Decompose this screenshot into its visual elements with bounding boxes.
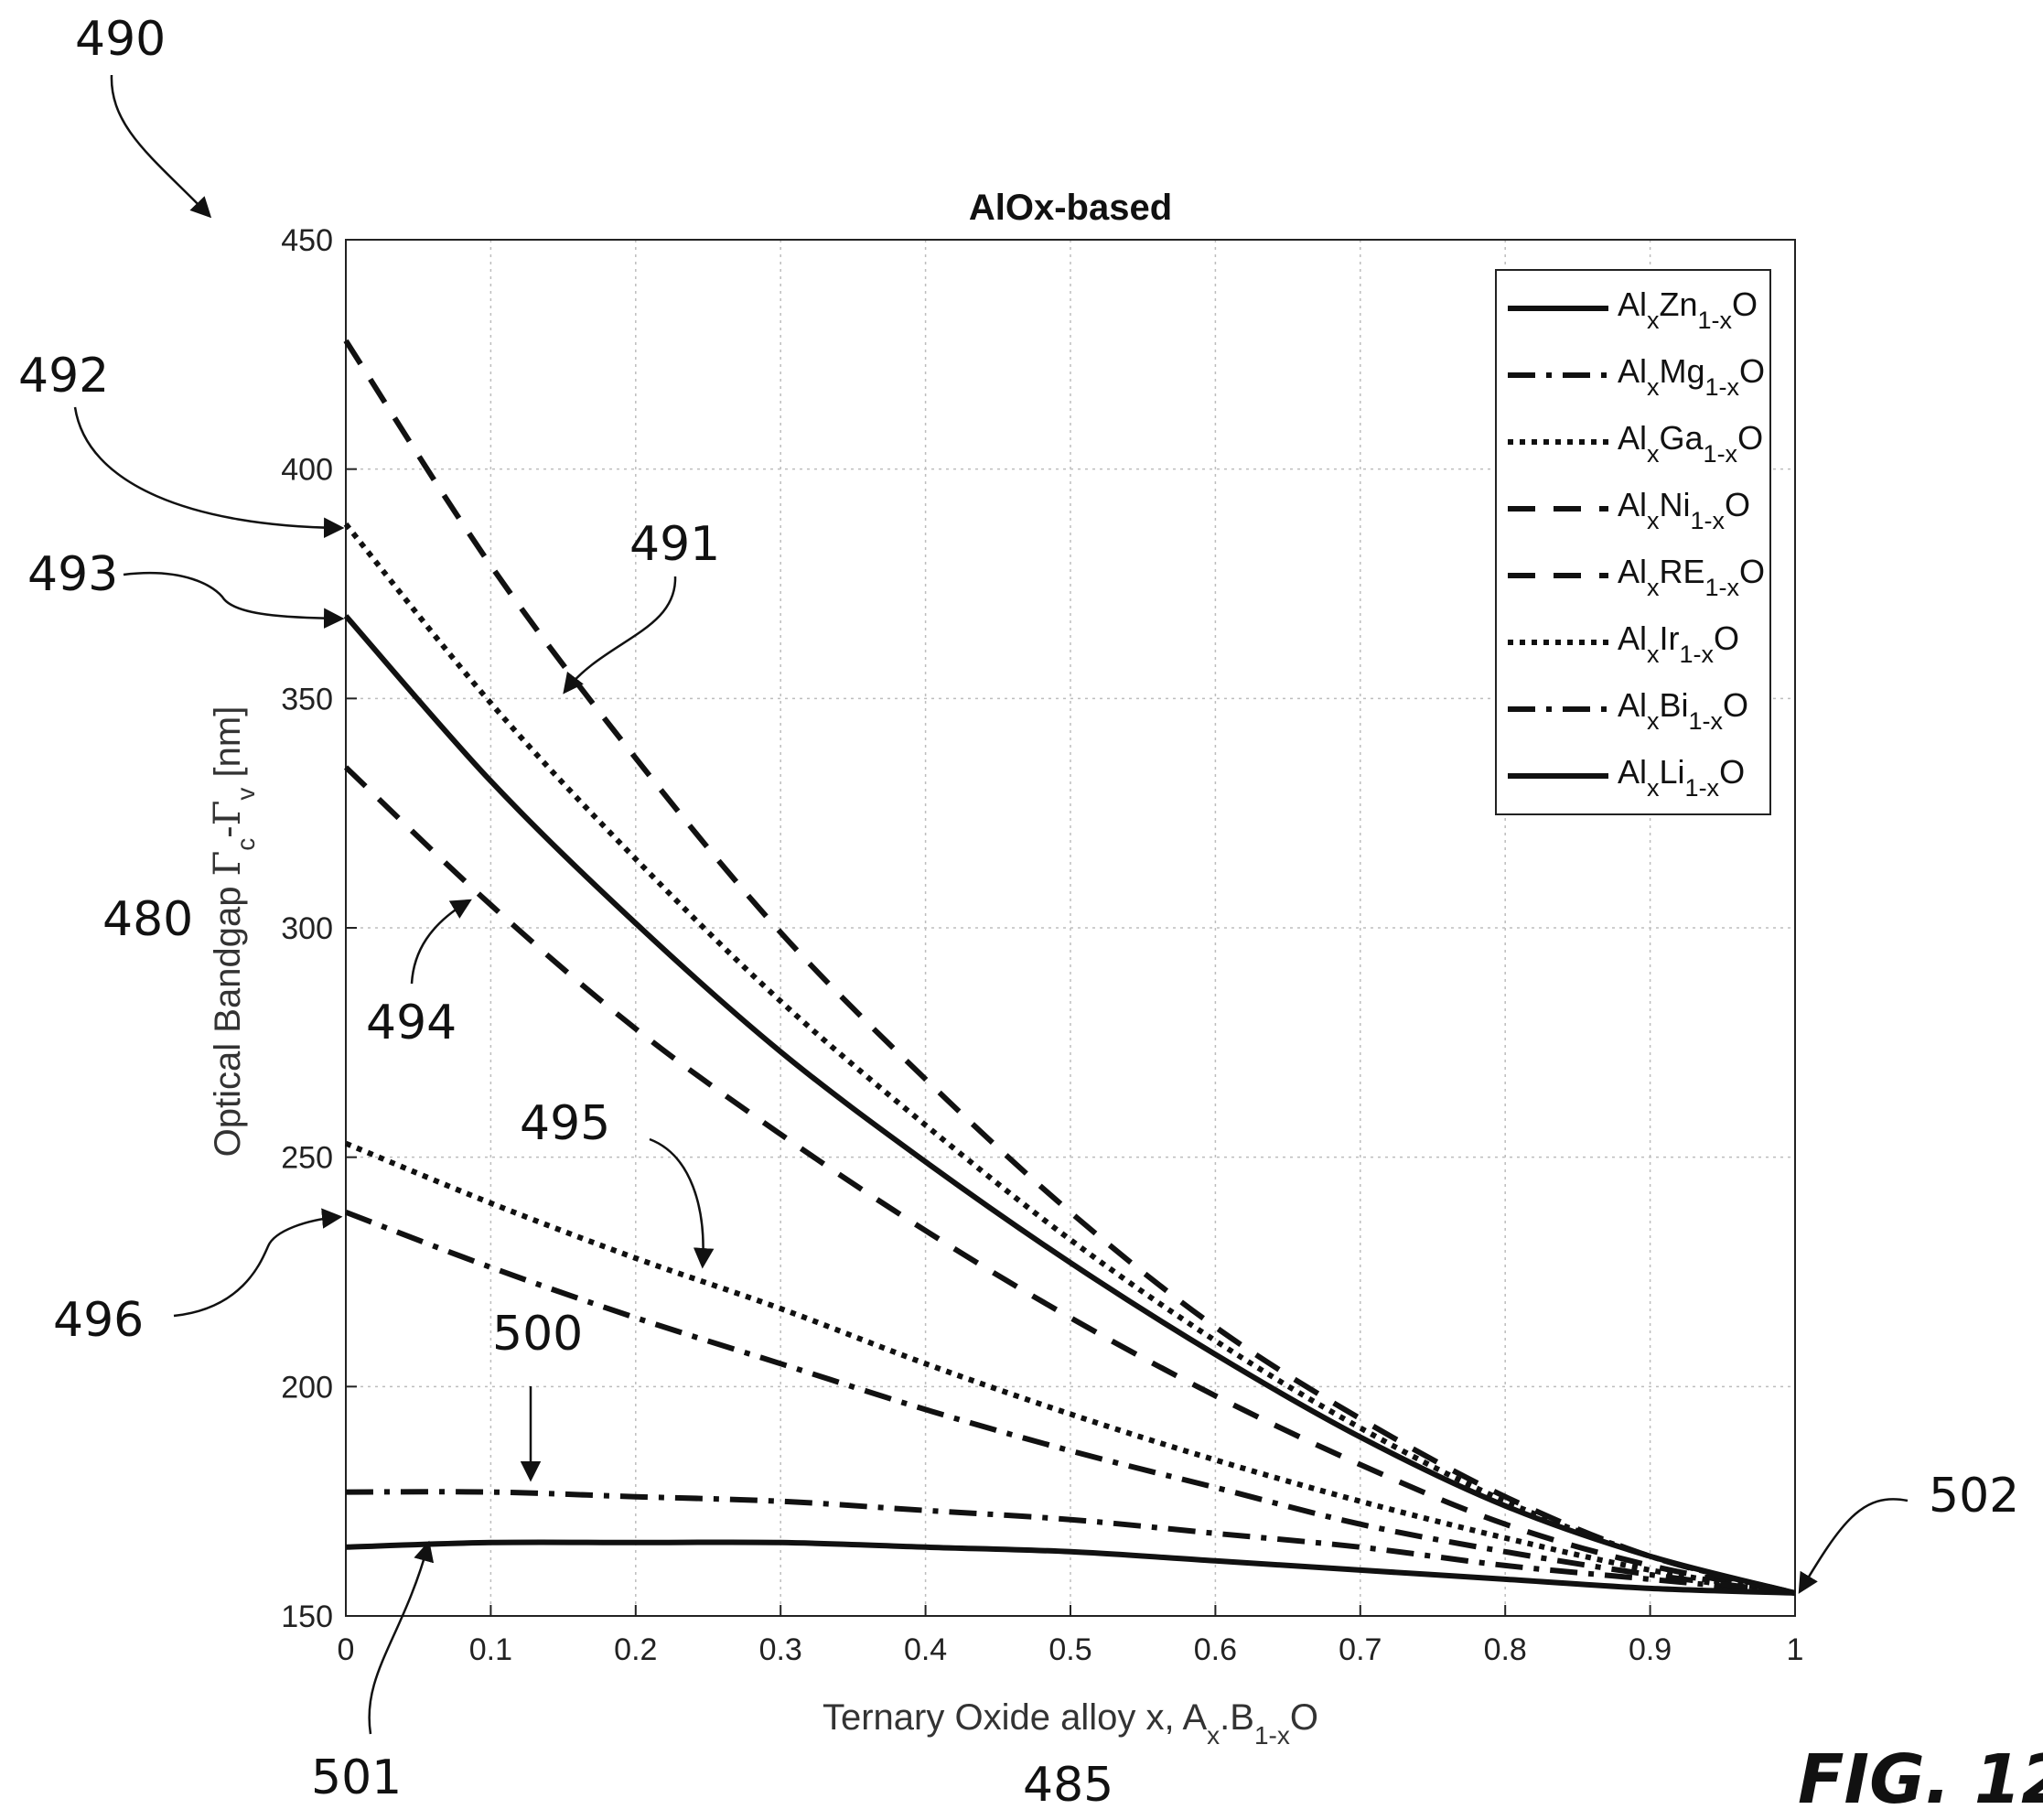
- y-tick-label: 450: [281, 223, 333, 258]
- legend-label: AlxBi1-xO: [1618, 686, 1748, 735]
- y-tick-label: 200: [281, 1370, 333, 1405]
- x-axis-label: Ternary Oxide alloy x, Ax.B1-xO: [823, 1697, 1318, 1750]
- y-tick-labels: 150 200 250 300 350 400 450: [281, 223, 333, 1634]
- ref-490: 490: [75, 12, 166, 67]
- series-line-7: [345, 1539, 1796, 1596]
- leader-arrows: [73, 74, 1909, 1735]
- x-tick-label: 0.4: [904, 1632, 947, 1667]
- series-line-3: [343, 765, 1796, 1596]
- x-tick-label: 0: [338, 1632, 355, 1667]
- arrow-494: [410, 899, 472, 985]
- plot-frame: [345, 239, 1796, 1617]
- ref-494: 494: [366, 996, 457, 1050]
- ref-500: 500: [492, 1307, 583, 1362]
- series-line-5: [344, 1140, 1796, 1596]
- legend-label: AlxZn1-xO: [1618, 285, 1758, 334]
- arrow-493: [123, 571, 345, 629]
- ref-480: 480: [102, 892, 193, 947]
- x-tick-label: 1: [1787, 1632, 1804, 1667]
- legend-label: AlxMg1-xO: [1618, 352, 1765, 401]
- arrow-492: [73, 406, 345, 539]
- data-curves: [343, 339, 1796, 1596]
- chart-title: AlOx-based: [969, 188, 1172, 228]
- x-tick-label: 0.5: [1048, 1632, 1091, 1667]
- legend-label: AlxNi1-xO: [1618, 486, 1750, 534]
- x-tick-label: 0.6: [1194, 1632, 1237, 1667]
- ref-491: 491: [629, 517, 720, 572]
- ref-495: 495: [520, 1096, 610, 1151]
- series-line-1: [345, 1489, 1796, 1596]
- y-tick-label: 300: [281, 911, 333, 946]
- ref-502: 502: [1929, 1469, 2019, 1524]
- legend-label: AlxIr1-xO: [1618, 619, 1739, 668]
- ref-485: 485: [1023, 1758, 1113, 1813]
- x-tick-label: 0.1: [469, 1632, 512, 1667]
- x-tick-label: 0.2: [614, 1632, 657, 1667]
- y-tick-label: 150: [281, 1599, 333, 1634]
- arrow-491: [563, 576, 677, 695]
- legend: AlxZn1-xO AlxMg1-xO AlxGa1-xO AlxNi1-xO AlxR…: [1495, 269, 1771, 815]
- x-tick-label: 0.3: [759, 1632, 802, 1667]
- y-tick-label: 350: [281, 682, 333, 716]
- x-tick-labels: 0 0.1 0.2 0.3 0.4 0.5 0.6 0.7 0.8 0.9 1: [338, 1632, 1804, 1667]
- legend-label: AlxLi1-xO: [1618, 753, 1745, 802]
- x-tick-label: 0.9: [1629, 1632, 1672, 1667]
- series-line-4: [343, 339, 1796, 1596]
- y-tick-label: 250: [281, 1141, 333, 1176]
- x-tick-label: 0.7: [1339, 1632, 1382, 1667]
- y-tick-label: 400: [281, 453, 333, 488]
- arrow-490: [110, 74, 212, 219]
- arrow-501: [368, 1540, 435, 1735]
- y-axis-label: Optical Bandgap Γc-Γv [nm]: [207, 706, 260, 1158]
- legend-label: AlxGa1-xO: [1618, 419, 1763, 468]
- legend-box: [1495, 269, 1771, 815]
- arrow-496: [173, 1208, 343, 1318]
- series-line-0: [343, 614, 1796, 1596]
- ref-496: 496: [53, 1293, 144, 1348]
- ref-501: 501: [311, 1750, 402, 1805]
- arrow-495: [649, 1137, 715, 1269]
- legend-label: AlxRE1-xO: [1618, 553, 1765, 601]
- ref-493: 493: [27, 547, 118, 602]
- series-line-2: [343, 522, 1796, 1596]
- ref-492: 492: [18, 349, 109, 404]
- figure-label: FIG. 12: [1798, 1740, 2043, 1819]
- arrow-502: [1798, 1498, 1909, 1594]
- x-tick-label: 0.8: [1484, 1632, 1527, 1667]
